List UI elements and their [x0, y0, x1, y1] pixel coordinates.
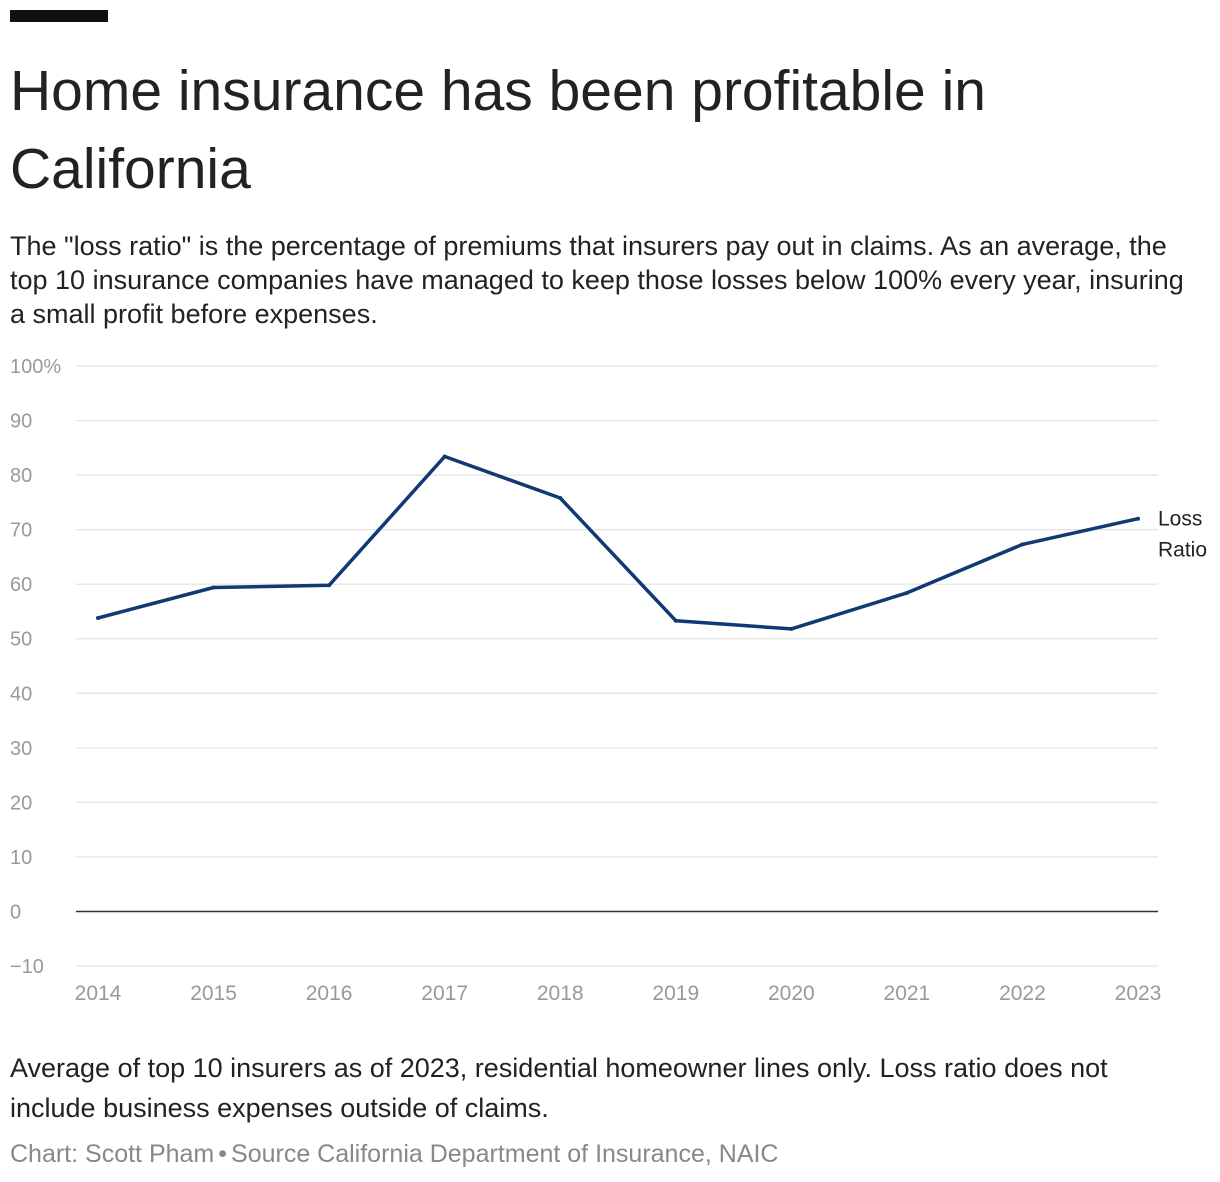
data-point [904, 590, 909, 595]
data-point [558, 496, 563, 500]
y-tick-label: 20 [10, 792, 32, 814]
x-tick-label: 2015 [190, 982, 237, 1005]
x-tick-label: 2017 [421, 982, 468, 1005]
chart-credit: Chart: Scott Pham • Source California Depa… [10, 1138, 779, 1170]
y-tick-label: 100% [10, 356, 61, 378]
y-tick-label: −10 [10, 956, 44, 978]
credit-separator: • [218, 1140, 228, 1168]
data-point [673, 618, 678, 623]
data-point [789, 626, 794, 631]
y-tick-label: 30 [10, 738, 32, 760]
credit-author: Chart: Scott Pham [10, 1140, 215, 1168]
series-label: Loss [1158, 508, 1202, 531]
y-tick-label: 50 [10, 629, 32, 651]
x-tick-label: 2022 [999, 982, 1046, 1005]
y-tick-label: 60 [10, 574, 32, 596]
loss-ratio-line [96, 454, 1140, 631]
x-tick-label: 2018 [537, 982, 584, 1005]
chart-note: Average of top 10 insurers as of 2023, r… [10, 1053, 1108, 1123]
x-tick-label: 2023 [1115, 982, 1162, 1005]
data-point [327, 583, 332, 588]
y-tick-label: 0 [10, 901, 21, 923]
y-tick-label: 80 [10, 465, 32, 487]
chart-title: Home insurance has been profitable in Ca… [10, 59, 986, 201]
y-tick-label: 40 [10, 683, 32, 705]
data-point [1136, 516, 1140, 521]
data-point [96, 616, 100, 620]
data-point [1020, 542, 1025, 547]
data-point [211, 585, 216, 590]
y-tick-label: 90 [10, 411, 32, 433]
chart-subtitle: The "loss ratio" is the percentage of pr… [10, 231, 1184, 329]
loss-ratio-line-chart: −10 0 10 20 30 40 50 60 70 80 90 100% 2014 2015 2016 20… [10, 356, 1207, 1005]
y-tick-label: 70 [10, 520, 32, 542]
credit-source: Source California Department of Insuranc… [231, 1140, 779, 1168]
x-tick-label: 2016 [306, 982, 353, 1005]
brand-bar [10, 10, 108, 22]
x-tick-label: 2021 [884, 982, 931, 1005]
data-point [442, 454, 447, 459]
x-tick-label: 2020 [768, 982, 815, 1005]
series-label: Ratio [1158, 539, 1207, 562]
y-tick-label: 10 [10, 847, 32, 869]
x-tick-label: 2019 [652, 982, 699, 1005]
x-tick-label: 2014 [75, 982, 122, 1005]
